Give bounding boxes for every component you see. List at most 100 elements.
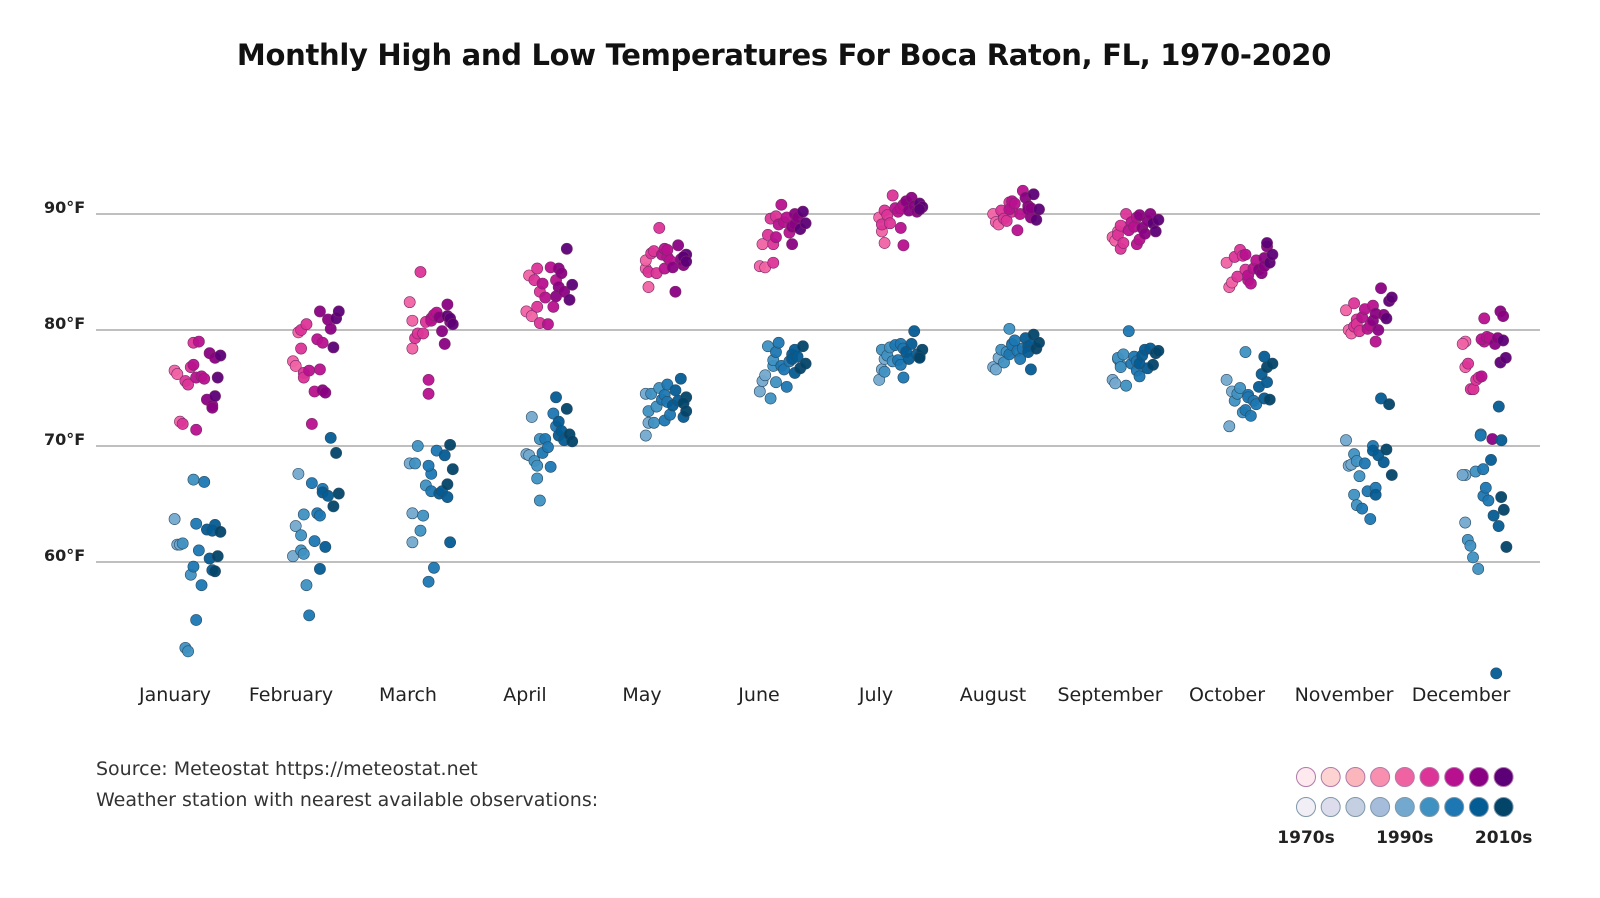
high-temp-point — [403, 296, 416, 309]
low-temp-point — [780, 380, 793, 393]
legend-high-swatch — [1493, 767, 1514, 787]
low-temp-point — [1380, 443, 1393, 456]
low-temp-point — [1358, 457, 1371, 470]
low-temp-point — [322, 489, 334, 502]
low-temp-point — [1147, 358, 1159, 371]
high-temp-point — [1385, 291, 1398, 304]
low-temp-point — [1490, 667, 1503, 680]
high-temp-point — [770, 231, 782, 244]
low-temp-point — [1383, 398, 1396, 411]
low-temp-point — [1456, 469, 1469, 481]
legend-low-swatch — [1345, 797, 1366, 817]
low-temp-point — [989, 363, 1002, 376]
low-temp-point — [438, 449, 451, 462]
high-temp-point — [314, 305, 326, 318]
low-temp-point — [1003, 322, 1016, 335]
high-temp-point — [406, 342, 419, 355]
low-temp-point — [327, 500, 340, 513]
low-temp-point — [292, 467, 305, 480]
x-tick-label: December — [1412, 684, 1511, 706]
low-temp-point — [1482, 494, 1495, 507]
low-temp-point — [314, 509, 326, 522]
low-temp-point — [1114, 361, 1127, 374]
low-temp-point — [1495, 491, 1508, 503]
high-temp-point — [1152, 213, 1165, 226]
high-temp-point — [566, 278, 579, 291]
x-tick-label: November — [1295, 684, 1394, 706]
legend-label: 1970s — [1277, 828, 1334, 848]
low-temp-point — [1244, 409, 1257, 422]
low-temp-point — [1340, 434, 1352, 447]
low-temp-point — [778, 363, 790, 376]
high-temp-point — [441, 298, 454, 311]
high-temp-point — [314, 363, 326, 376]
low-temp-point — [192, 544, 205, 557]
high-temp-point — [1030, 213, 1043, 226]
low-temp-point — [330, 447, 343, 459]
high-temp-point — [775, 198, 788, 211]
high-temp-point — [913, 203, 926, 216]
low-temp-point — [187, 560, 200, 573]
high-temp-point — [680, 255, 693, 268]
low-temp-point — [319, 541, 332, 553]
low-temp-point — [187, 473, 200, 486]
low-temp-point — [198, 476, 211, 488]
high-temp-point — [653, 222, 666, 234]
legend-label: 1990s — [1376, 828, 1433, 848]
high-temp-point — [171, 368, 184, 380]
x-tick-label: January — [138, 684, 211, 706]
legend-high-swatch — [1370, 767, 1391, 787]
high-temp-point — [539, 291, 552, 304]
low-temp-point — [913, 351, 926, 364]
high-temp-point — [305, 418, 318, 430]
high-temp-point — [563, 293, 576, 306]
y-tick-label: 70°F — [44, 430, 85, 449]
high-temp-point — [547, 300, 560, 313]
legend-high-swatch — [1468, 767, 1489, 787]
high-temp-point — [1244, 277, 1257, 290]
high-temp-point — [417, 327, 430, 340]
low-temp-point — [190, 517, 203, 530]
low-temp-point — [409, 457, 421, 470]
high-temp-point — [1261, 237, 1273, 249]
low-temp-point — [799, 357, 812, 370]
low-temp-point — [531, 472, 544, 485]
station-text: Weather station with nearest available o… — [96, 789, 599, 811]
low-temp-point — [1220, 373, 1233, 386]
high-temp-point — [1117, 237, 1130, 249]
high-temp-point — [198, 372, 211, 385]
high-temp-point — [536, 277, 549, 290]
low-temp-point — [406, 507, 419, 520]
high-temp-point — [438, 338, 451, 350]
low-temp-point — [1008, 334, 1021, 347]
low-temp-point — [639, 429, 652, 442]
high-temp-point — [661, 244, 674, 256]
high-temp-point — [886, 189, 899, 202]
legend-low-swatch — [1320, 797, 1341, 817]
low-temp-point — [1122, 325, 1135, 338]
low-temp-point — [209, 565, 221, 578]
legend-low-swatch — [1394, 797, 1415, 817]
high-temp-point — [797, 205, 809, 218]
low-temp-point — [1375, 392, 1387, 405]
low-temp-point — [1487, 509, 1500, 522]
high-temp-point — [1220, 256, 1233, 269]
low-temp-point — [894, 358, 907, 371]
low-temp-point — [332, 487, 345, 500]
high-temp-point — [422, 373, 435, 386]
low-temp-point — [289, 520, 302, 532]
high-temp-point — [525, 310, 538, 322]
low-temp-point — [314, 563, 326, 575]
low-temp-point — [772, 336, 785, 349]
high-temp-point — [289, 360, 302, 372]
low-temp-point — [669, 384, 682, 397]
high-temp-point — [1027, 188, 1040, 201]
legend-high-swatch — [1345, 767, 1366, 787]
high-temp-point — [446, 318, 459, 331]
low-temp-point — [305, 477, 318, 490]
low-temp-point — [1492, 520, 1505, 532]
low-temp-point — [1464, 539, 1477, 552]
low-temp-point — [1495, 434, 1508, 447]
high-temp-point — [894, 222, 907, 234]
high-temp-point — [1149, 225, 1162, 238]
